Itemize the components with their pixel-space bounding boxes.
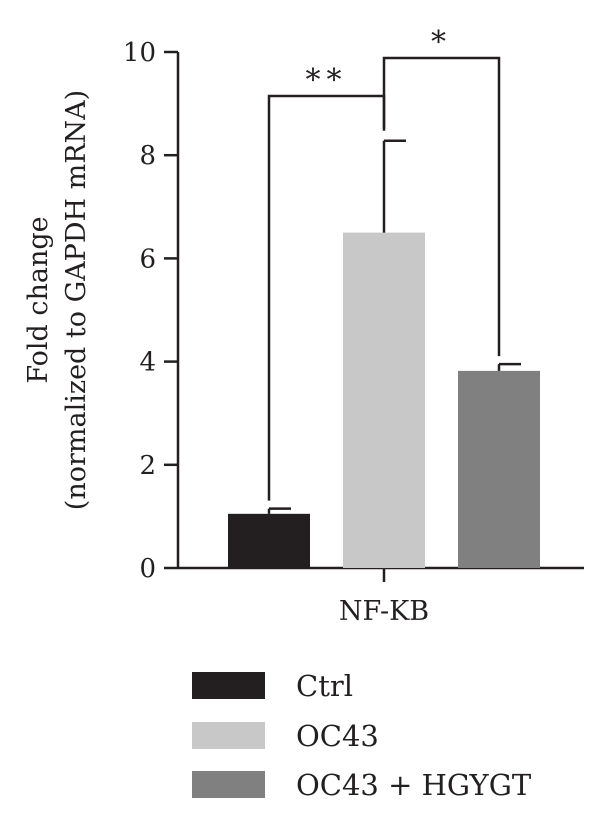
significance-label: ** xyxy=(306,63,348,98)
bar-oc43-hgygt xyxy=(458,370,540,568)
y-tick-label: 2 xyxy=(139,451,156,481)
error-bars-group xyxy=(267,139,521,514)
legend-label: Ctrl xyxy=(296,669,353,703)
y-axis-label-line-2: (normalized to GAPDH mRNA) xyxy=(61,90,92,510)
legend: Ctrl OC43 OC43 + HGYGT xyxy=(192,669,532,802)
legend-swatch xyxy=(192,771,265,798)
legend-label: OC43 xyxy=(296,719,379,753)
y-axis-ticks: 0 2 4 6 8 10 xyxy=(123,38,178,584)
y-tick-label: 0 xyxy=(139,554,156,584)
significance-group: *** xyxy=(267,25,501,501)
legend-swatch xyxy=(192,672,265,699)
legend-label: OC43 + HGYGT xyxy=(296,768,532,802)
x-tick-label: NF-KB xyxy=(339,596,429,627)
y-axis-label-line-1: Fold change xyxy=(23,216,54,383)
bars-group xyxy=(228,232,540,568)
y-tick-label: 4 xyxy=(139,348,156,378)
y-tick-label: 10 xyxy=(123,38,156,68)
bar-ctrl xyxy=(228,513,310,568)
significance-bracket xyxy=(382,56,501,357)
bar-oc43 xyxy=(343,232,425,568)
significance-label: * xyxy=(431,25,452,60)
y-tick-label: 8 xyxy=(139,141,156,171)
legend-swatch xyxy=(192,722,265,749)
y-tick-label: 6 xyxy=(139,244,156,274)
